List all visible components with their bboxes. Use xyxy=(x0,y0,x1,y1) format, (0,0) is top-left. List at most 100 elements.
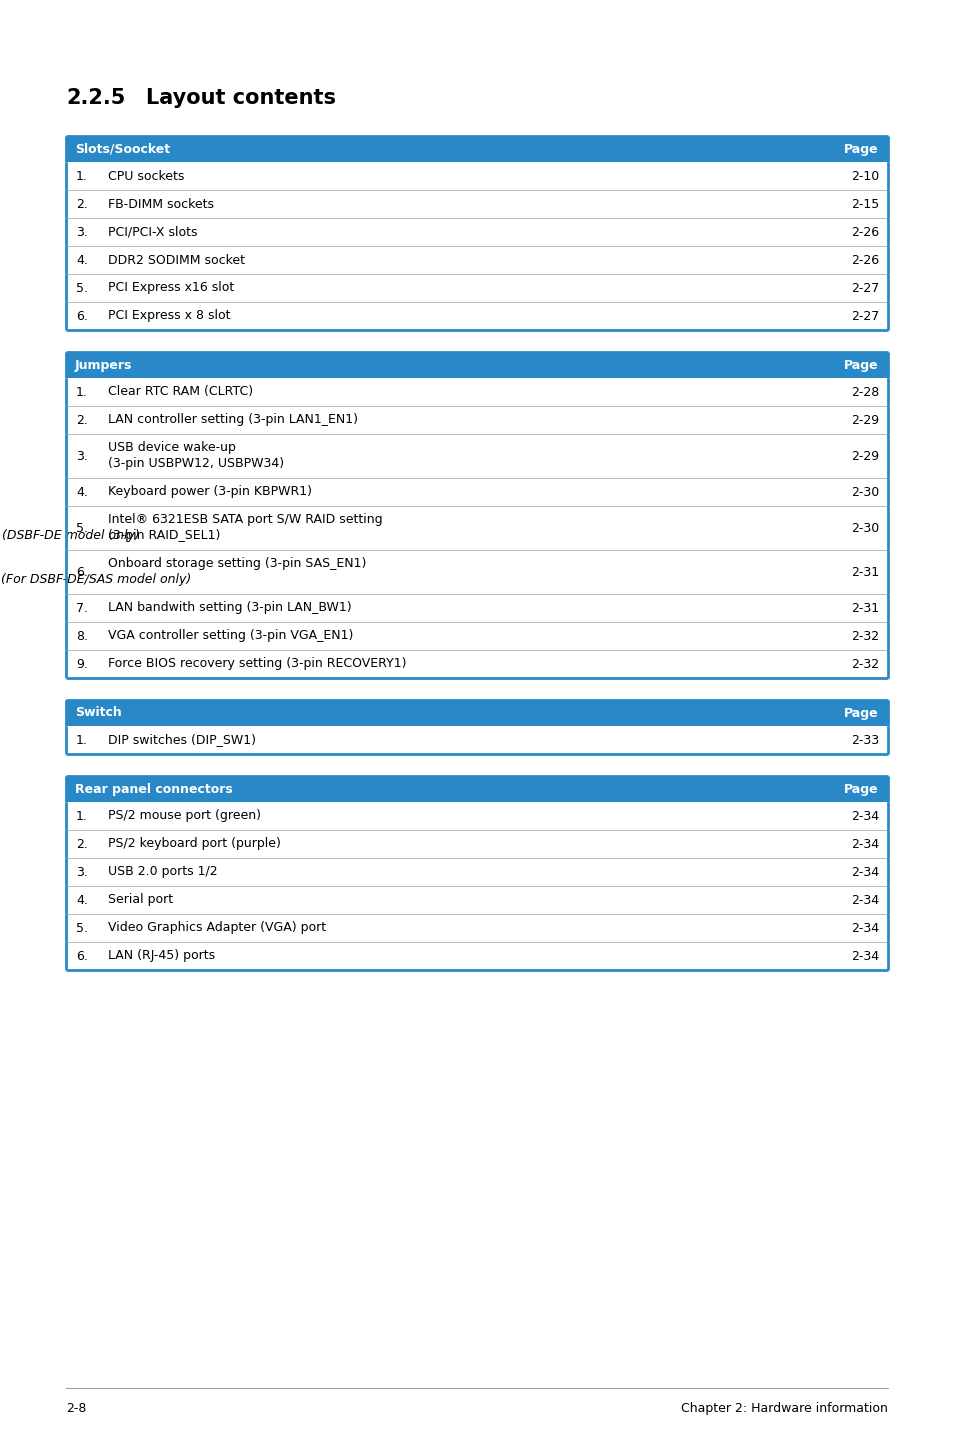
Text: PS/2 mouse port (green): PS/2 mouse port (green) xyxy=(108,810,261,823)
Text: 5.: 5. xyxy=(76,522,88,535)
Text: Clear RTC RAM (CLRTC): Clear RTC RAM (CLRTC) xyxy=(108,385,253,398)
Text: 2-34: 2-34 xyxy=(850,949,878,962)
Text: 2-26: 2-26 xyxy=(850,253,878,266)
Text: PCI Express x16 slot: PCI Express x16 slot xyxy=(108,282,234,295)
Bar xyxy=(66,549,887,594)
Bar xyxy=(66,219,887,246)
Text: 6.: 6. xyxy=(76,565,88,578)
Text: 2-29: 2-29 xyxy=(850,450,878,463)
Bar xyxy=(66,777,887,802)
Text: 3.: 3. xyxy=(76,450,88,463)
Bar xyxy=(66,650,887,677)
Text: 6.: 6. xyxy=(76,309,88,322)
Text: Intel® 6321ESB SATA port S/W RAID setting: Intel® 6321ESB SATA port S/W RAID settin… xyxy=(108,513,382,526)
Text: DIP switches (DIP_SW1): DIP switches (DIP_SW1) xyxy=(108,733,255,746)
Text: Rear panel connectors: Rear panel connectors xyxy=(75,782,233,795)
Text: Page: Page xyxy=(843,706,878,719)
Text: 2-32: 2-32 xyxy=(850,630,878,643)
Text: USB 2.0 ports 1/2: USB 2.0 ports 1/2 xyxy=(108,866,217,879)
Text: 5.: 5. xyxy=(76,922,88,935)
Bar xyxy=(66,162,887,190)
Text: 2-34: 2-34 xyxy=(850,893,878,906)
Bar xyxy=(66,506,887,549)
Text: (3-pin RAID_SEL1): (3-pin RAID_SEL1) xyxy=(108,529,224,542)
Bar xyxy=(66,915,887,942)
Text: Switch: Switch xyxy=(75,706,122,719)
Text: 2-31: 2-31 xyxy=(850,565,878,578)
Text: PCI/PCI-X slots: PCI/PCI-X slots xyxy=(108,226,197,239)
Text: 2.2.5: 2.2.5 xyxy=(66,88,125,108)
Text: Force BIOS recovery setting (3-pin RECOVERY1): Force BIOS recovery setting (3-pin RECOV… xyxy=(108,657,406,670)
Text: Video Graphics Adapter (VGA) port: Video Graphics Adapter (VGA) port xyxy=(108,922,326,935)
Text: Page: Page xyxy=(843,782,878,795)
Text: LAN (RJ-45) ports: LAN (RJ-45) ports xyxy=(108,949,214,962)
Bar xyxy=(66,477,887,506)
Text: USB device wake-up: USB device wake-up xyxy=(108,441,235,454)
Bar xyxy=(66,246,887,275)
Bar xyxy=(66,275,887,302)
Text: VGA controller setting (3-pin VGA_EN1): VGA controller setting (3-pin VGA_EN1) xyxy=(108,630,353,643)
Text: 3.: 3. xyxy=(76,866,88,879)
Text: 2-27: 2-27 xyxy=(850,309,878,322)
Text: 4.: 4. xyxy=(76,253,88,266)
Text: 2-30: 2-30 xyxy=(850,486,878,499)
Text: (DSBF-DE model only): (DSBF-DE model only) xyxy=(2,529,140,542)
Text: 2-33: 2-33 xyxy=(850,733,878,746)
Text: 8.: 8. xyxy=(76,630,88,643)
Text: 5.: 5. xyxy=(76,282,88,295)
Text: 2-31: 2-31 xyxy=(850,601,878,614)
Text: Keyboard power (3-pin KBPWR1): Keyboard power (3-pin KBPWR1) xyxy=(108,486,312,499)
Text: PCI Express x 8 slot: PCI Express x 8 slot xyxy=(108,309,231,322)
Text: 2-34: 2-34 xyxy=(850,837,878,850)
Text: 3.: 3. xyxy=(76,226,88,239)
Text: 1.: 1. xyxy=(76,810,88,823)
Text: 2.: 2. xyxy=(76,837,88,850)
Text: (For DSBF-DE/SAS model only): (For DSBF-DE/SAS model only) xyxy=(1,574,192,587)
Bar xyxy=(66,802,887,830)
Text: 6.: 6. xyxy=(76,949,88,962)
Bar xyxy=(66,623,887,650)
Bar xyxy=(66,726,887,754)
Bar xyxy=(66,352,887,378)
Text: 2-8: 2-8 xyxy=(66,1402,87,1415)
Text: Onboard storage setting (3-pin SAS_EN1): Onboard storage setting (3-pin SAS_EN1) xyxy=(108,558,366,571)
Bar xyxy=(66,378,887,406)
Text: DDR2 SODIMM socket: DDR2 SODIMM socket xyxy=(108,253,245,266)
Text: 2-10: 2-10 xyxy=(850,170,878,183)
Text: 2-30: 2-30 xyxy=(850,522,878,535)
Text: 2-29: 2-29 xyxy=(850,414,878,427)
Text: 2.: 2. xyxy=(76,414,88,427)
Text: 2-26: 2-26 xyxy=(850,226,878,239)
Text: Page: Page xyxy=(843,142,878,155)
Text: Jumpers: Jumpers xyxy=(75,358,132,371)
Bar xyxy=(66,830,887,858)
Bar xyxy=(66,942,887,971)
Text: 1.: 1. xyxy=(76,170,88,183)
Text: FB-DIMM sockets: FB-DIMM sockets xyxy=(108,197,213,210)
Bar xyxy=(66,137,887,162)
Bar xyxy=(66,858,887,886)
Text: 9.: 9. xyxy=(76,657,88,670)
Bar xyxy=(66,594,887,623)
Bar xyxy=(66,302,887,329)
Text: Chapter 2: Hardware information: Chapter 2: Hardware information xyxy=(680,1402,887,1415)
Text: LAN controller setting (3-pin LAN1_EN1): LAN controller setting (3-pin LAN1_EN1) xyxy=(108,414,357,427)
Text: 2-32: 2-32 xyxy=(850,657,878,670)
Text: 7.: 7. xyxy=(76,601,88,614)
Text: Layout contents: Layout contents xyxy=(146,88,335,108)
Text: 1.: 1. xyxy=(76,385,88,398)
Text: 2-34: 2-34 xyxy=(850,922,878,935)
Text: PS/2 keyboard port (purple): PS/2 keyboard port (purple) xyxy=(108,837,280,850)
Text: 2-15: 2-15 xyxy=(850,197,878,210)
Text: Serial port: Serial port xyxy=(108,893,172,906)
Text: 4.: 4. xyxy=(76,486,88,499)
Text: 1.: 1. xyxy=(76,733,88,746)
Text: LAN bandwith setting (3-pin LAN_BW1): LAN bandwith setting (3-pin LAN_BW1) xyxy=(108,601,352,614)
Bar xyxy=(66,434,887,477)
Text: Page: Page xyxy=(843,358,878,371)
Text: 2-28: 2-28 xyxy=(850,385,878,398)
Text: CPU sockets: CPU sockets xyxy=(108,170,184,183)
Bar xyxy=(66,406,887,434)
Text: 2-34: 2-34 xyxy=(850,866,878,879)
Text: 2-27: 2-27 xyxy=(850,282,878,295)
